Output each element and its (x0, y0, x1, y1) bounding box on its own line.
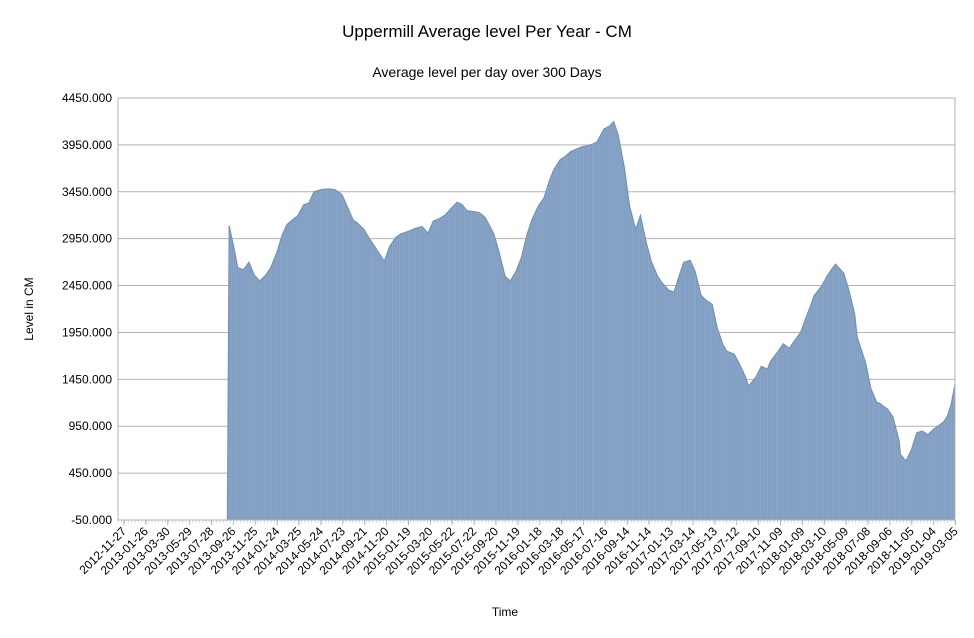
y-axis-ticks: -50.000 450.000 950.000 1450.000 1950.000 245… (62, 91, 112, 527)
y-tick-label: 3450.000 (62, 185, 112, 199)
x-axis-label: Time (492, 605, 519, 619)
chart-title: Uppermill Average level Per Year - CM (342, 22, 632, 41)
chart-subtitle: Average level per day over 300 Days (372, 64, 602, 80)
y-tick-label: -50.000 (71, 513, 112, 527)
level-area (118, 120, 956, 521)
y-tick-label: 1950.000 (62, 325, 112, 339)
y-axis-label: Level in CM (22, 277, 36, 340)
y-tick-label: 4450.000 (62, 91, 112, 105)
x-axis-ticks: 2012-11-272013-01-262013-03-302013-05-29… (76, 520, 961, 578)
plot-border (117, 97, 956, 521)
y-tick-label: 950.000 (69, 419, 113, 433)
y-tick-label: 1450.000 (62, 372, 112, 386)
y-tick-label: 450.000 (69, 466, 113, 480)
y-tick-label: 2450.000 (62, 279, 112, 293)
area-hatching (228, 121, 955, 520)
y-tick-label: 2950.000 (62, 232, 112, 246)
y-tick-label: 3950.000 (62, 138, 112, 152)
